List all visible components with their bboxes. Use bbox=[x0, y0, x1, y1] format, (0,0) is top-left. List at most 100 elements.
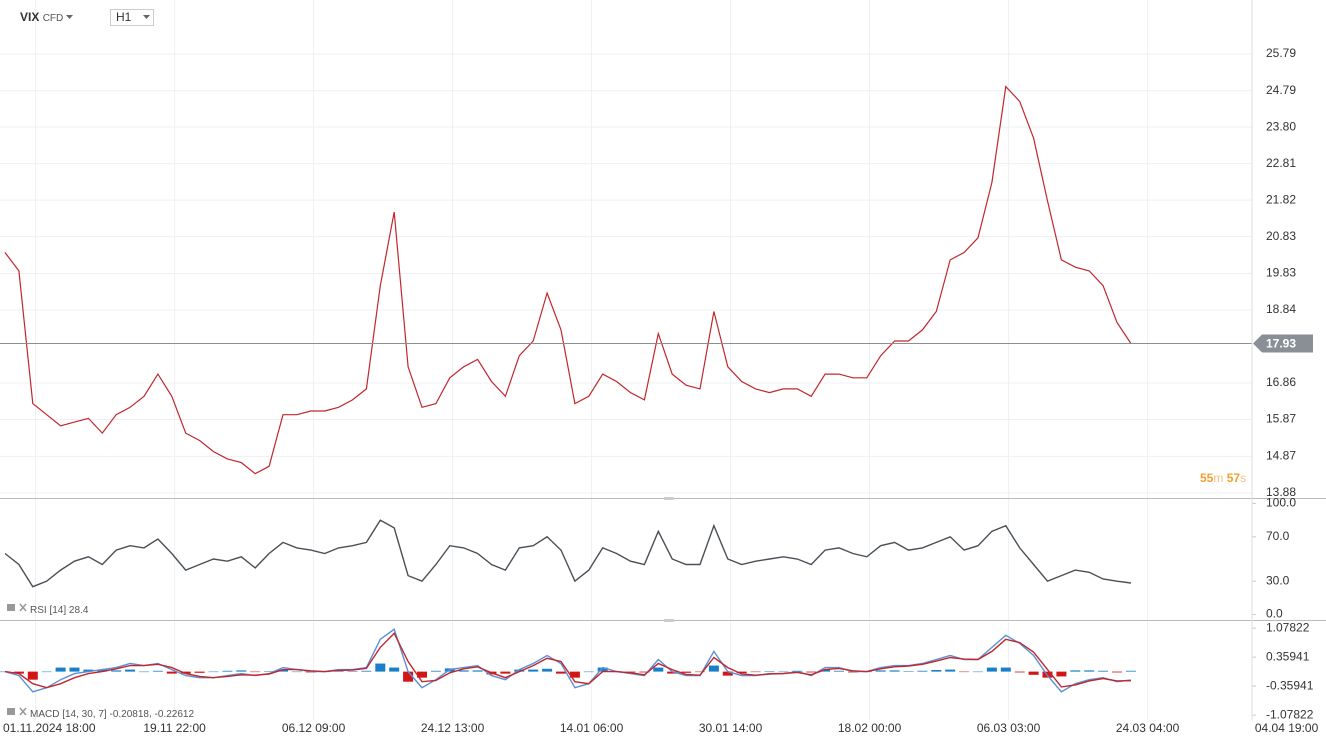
y-tick-label: 1.07822 bbox=[1266, 620, 1310, 634]
histogram-bar bbox=[166, 671, 177, 674]
y-tick-label: 22.81 bbox=[1266, 156, 1296, 170]
histogram-bar bbox=[1125, 670, 1136, 672]
histogram-bar bbox=[500, 671, 511, 674]
histogram-bar bbox=[834, 670, 844, 672]
histogram-bar bbox=[69, 667, 80, 672]
x-tick-label: 06.03 03:00 bbox=[977, 721, 1041, 735]
histogram-bar bbox=[13, 671, 24, 674]
histogram-bar bbox=[180, 671, 191, 674]
y-tick-label: 20.83 bbox=[1266, 229, 1296, 243]
y-tick-label: 15.87 bbox=[1266, 412, 1296, 426]
histogram-bar bbox=[1112, 671, 1122, 673]
last-price-tag bbox=[1253, 334, 1313, 353]
histogram-bar bbox=[125, 669, 136, 672]
histogram-bar bbox=[472, 670, 483, 672]
histogram-bar bbox=[959, 671, 970, 673]
histogram-bar bbox=[222, 670, 233, 672]
y-tick-label: 14.87 bbox=[1266, 449, 1296, 463]
histogram-bar bbox=[430, 670, 441, 672]
close-icon[interactable] bbox=[19, 707, 27, 716]
y-tick-label: 19.83 bbox=[1266, 266, 1296, 280]
histogram-bar bbox=[542, 668, 553, 672]
series-line bbox=[4, 85, 1132, 475]
rsi-label: RSI [14] 28.4 bbox=[30, 605, 89, 616]
countdown-seconds: 57 bbox=[1227, 471, 1241, 485]
rsi-legend: RSI [14] 28.4 bbox=[7, 603, 89, 616]
dropdown-arrow bbox=[143, 15, 150, 19]
symbol-selector[interactable]: VIX CFD bbox=[20, 10, 73, 24]
histogram-bar bbox=[667, 671, 678, 674]
histogram-bar bbox=[917, 670, 928, 672]
histogram-bar bbox=[236, 670, 247, 672]
dropdown-arrow bbox=[66, 15, 73, 19]
y-tick-label: 25.79 bbox=[1266, 46, 1296, 60]
histogram-bar bbox=[736, 671, 747, 674]
histogram-bar bbox=[111, 670, 122, 672]
x-tick-label: 04.04 19:00 bbox=[1255, 721, 1319, 735]
y-tick-label: 16.86 bbox=[1266, 375, 1296, 389]
histogram-bar bbox=[347, 671, 358, 672]
candle-countdown: 55m 57s bbox=[1200, 471, 1246, 485]
histogram-bar bbox=[695, 671, 705, 673]
macd-legend: MACD [14, 30, 7] -0.20818, -0.22612 bbox=[7, 707, 194, 720]
x-tick-label: 30.01 14:00 bbox=[699, 721, 763, 735]
close-icon[interactable] bbox=[19, 603, 27, 612]
histogram-bar bbox=[528, 669, 539, 672]
histogram-bar bbox=[653, 667, 664, 672]
resize-handle[interactable] bbox=[664, 497, 674, 500]
resize-handle[interactable] bbox=[664, 619, 674, 622]
histogram-bar bbox=[681, 671, 692, 673]
timeframe-selector[interactable]: H1 bbox=[110, 9, 154, 26]
y-tick-label: 0.0 bbox=[1266, 607, 1283, 621]
histogram-bar bbox=[514, 669, 525, 672]
y-tick-label: -1.07822 bbox=[1266, 707, 1314, 721]
y-tick-label: 100.0 bbox=[1266, 496, 1296, 510]
series-line bbox=[4, 632, 1131, 689]
histogram-bar bbox=[194, 671, 205, 673]
histogram-bar bbox=[1014, 671, 1025, 673]
timeframe-box bbox=[110, 9, 154, 26]
x-tick-label: 01.11.2024 18:00 bbox=[3, 721, 96, 735]
histogram-bar bbox=[291, 671, 302, 673]
y-tick-label: 0.35941 bbox=[1266, 649, 1310, 663]
histogram-bar bbox=[945, 669, 956, 672]
histogram-bar bbox=[361, 670, 372, 672]
x-tick-label: 24.12 13:00 bbox=[421, 721, 485, 735]
histogram-bar bbox=[1000, 667, 1011, 672]
histogram-bar bbox=[597, 667, 608, 672]
histogram-bar bbox=[708, 665, 719, 672]
histogram-bar bbox=[903, 671, 914, 672]
x-tick-label: 19.11 22:00 bbox=[143, 721, 206, 735]
histogram-bar bbox=[889, 670, 900, 672]
series-line bbox=[4, 519, 1131, 588]
x-tick-label: 24.03 04:00 bbox=[1116, 721, 1180, 735]
countdown-minutes: 55 bbox=[1200, 471, 1214, 485]
histogram-bar bbox=[639, 671, 650, 673]
x-tick-label: 06.12 09:00 bbox=[282, 721, 346, 735]
histogram-bar bbox=[750, 671, 761, 673]
histogram-bar bbox=[569, 671, 580, 678]
histogram-bar bbox=[139, 671, 149, 673]
y-tick-label: 30.0 bbox=[1266, 573, 1290, 587]
histogram-bar bbox=[722, 671, 733, 676]
settings-icon[interactable] bbox=[7, 604, 15, 611]
settings-icon[interactable] bbox=[7, 708, 15, 715]
series-line bbox=[4, 628, 1131, 693]
y-tick-label: 70.0 bbox=[1266, 529, 1290, 543]
histogram-bar bbox=[875, 670, 886, 672]
histogram-bar bbox=[458, 670, 469, 672]
grid bbox=[0, 0, 1252, 720]
histogram-bar bbox=[403, 671, 414, 682]
histogram-bar bbox=[208, 671, 219, 673]
histogram-bar bbox=[83, 669, 94, 672]
histogram-bar bbox=[931, 669, 942, 672]
histogram-bar bbox=[986, 667, 997, 672]
indicator-name: MACD [14, 30, 7] bbox=[30, 709, 107, 720]
indicator-value: -0.22612 bbox=[155, 709, 195, 720]
macd-label: MACD [14, 30, 7] -0.20818, -0.22612 bbox=[30, 709, 194, 720]
symbol-name: VIX bbox=[20, 10, 39, 24]
histogram-bar bbox=[278, 669, 288, 672]
x-tick-label: 18.02 00:00 bbox=[838, 721, 902, 735]
